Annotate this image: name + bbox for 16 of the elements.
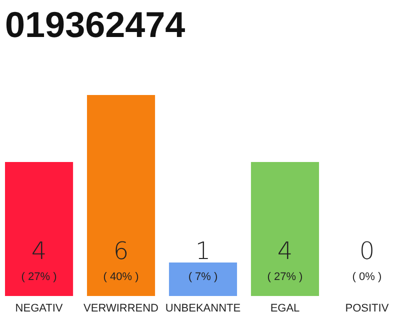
annotation: ( 27% ) <box>267 271 303 283</box>
chart-title: 019362474 <box>5 4 186 45</box>
data-label: 1 <box>195 237 211 265</box>
data-label: 4 <box>31 237 47 265</box>
data-label: 4 <box>277 237 293 265</box>
annotation: ( 27% ) <box>21 271 57 283</box>
x-tick-label: POSITIV <box>345 302 390 314</box>
x-tick-label: EGAL <box>270 302 300 314</box>
data-label: 6 <box>113 237 129 265</box>
annotation: ( 40% ) <box>103 271 139 283</box>
x-tick-label: NEGATIV <box>15 302 64 314</box>
data-label: 0 <box>359 237 375 265</box>
annotation: ( 7% ) <box>188 271 218 283</box>
x-tick-label: VERWIRREND <box>84 302 159 314</box>
x-tick-label: UNBEKANNTE <box>165 302 241 314</box>
annotation: ( 0% ) <box>352 271 382 283</box>
